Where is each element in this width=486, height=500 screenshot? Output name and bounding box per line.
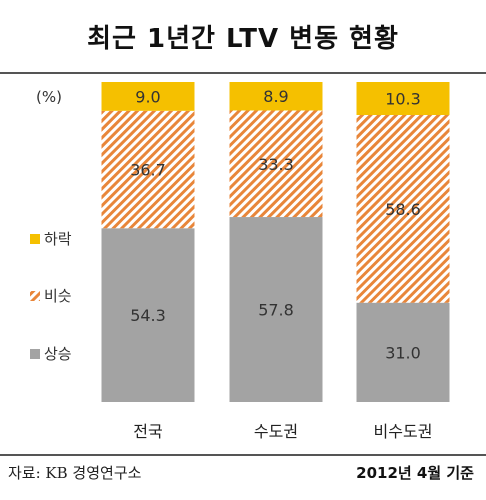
bar-segment-down-2 — [229, 82, 323, 111]
bar-segment-up-1 — [101, 228, 195, 402]
bar-segment-down-1 — [101, 82, 195, 111]
data-label-up-2: 57.8 — [258, 301, 294, 320]
bar-segment-up-2 — [229, 217, 323, 402]
data-label-flat-1: 36.7 — [130, 161, 166, 180]
bar-segment-flat-2 — [229, 110, 323, 218]
legend-label-up: 상승 — [44, 345, 72, 363]
data-label-up-3: 31.0 — [385, 343, 421, 362]
data-label-down-1: 9.0 — [135, 87, 160, 106]
date-basis: 2012년 4월 기준 — [356, 464, 474, 482]
category-label-3: 비수도권 — [374, 422, 433, 441]
bottom-rule — [0, 454, 486, 456]
legend-swatch-up — [30, 349, 40, 359]
legend-swatch-flat — [30, 291, 40, 301]
legend-label-down: 하락 — [44, 230, 72, 248]
legend-label-flat: 비슷 — [44, 287, 72, 305]
legend-swatch-down — [30, 234, 40, 244]
top-rule — [0, 72, 486, 74]
category-label-1: 전국 — [133, 422, 162, 441]
bar-segment-flat-1 — [101, 110, 195, 229]
unit-label: (%) — [36, 88, 62, 106]
bar-segment-up-3 — [356, 302, 450, 402]
data-label-down-3: 10.3 — [385, 89, 421, 108]
category-label-2: 수도권 — [254, 422, 298, 441]
data-label-flat-2: 33.3 — [258, 155, 294, 174]
source-note: 자료: KB 경영연구소 — [8, 464, 142, 482]
data-label-down-2: 8.9 — [263, 87, 288, 106]
stacked-bar-chart: 54.3 36.7 9.0 전국 57.8 33.3 8.9 수도권 31.0 58.6 10.3 비… — [30, 82, 450, 441]
data-label-flat-3: 58.6 — [385, 200, 421, 219]
bar-segment-down-3 — [356, 82, 450, 115]
chart-title: 최근 1년간 LTV 변동 현황 — [87, 24, 399, 54]
bar-segment-flat-3 — [356, 114, 450, 303]
data-label-up-1: 54.3 — [130, 306, 166, 325]
